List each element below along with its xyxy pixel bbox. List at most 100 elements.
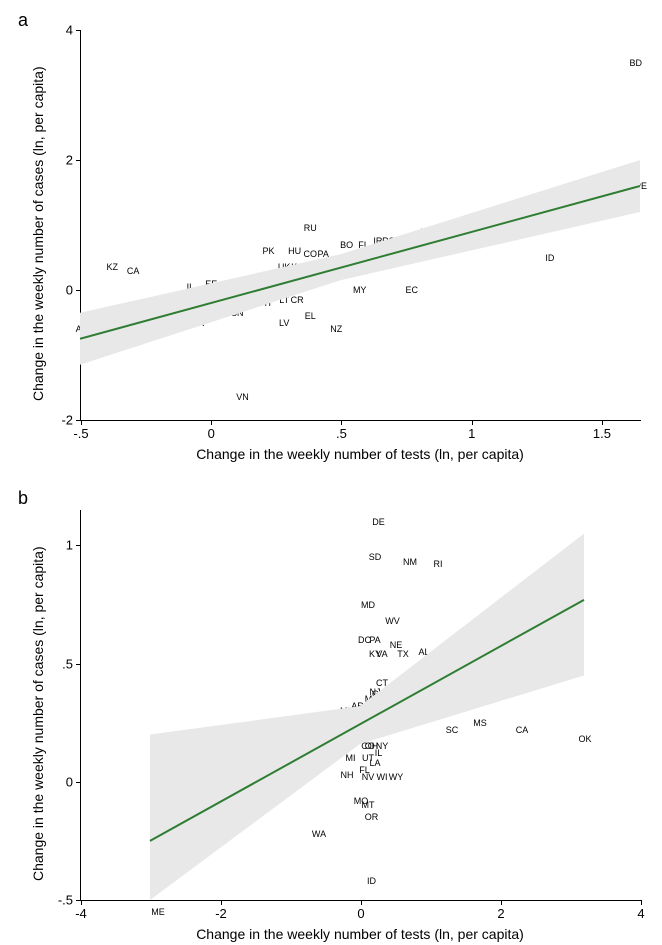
data-point: CO bbox=[303, 249, 317, 259]
data-point: PE bbox=[635, 181, 647, 191]
data-point: DC bbox=[358, 635, 371, 645]
xtick-label: 0 bbox=[208, 420, 215, 441]
data-point: WA bbox=[312, 829, 326, 839]
data-point: RS bbox=[382, 236, 395, 246]
data-point: NZ bbox=[330, 324, 342, 334]
panel-a-plot: -2024-.50.511.5BDPEIDINMXJPCUECRSIRTRFID… bbox=[80, 30, 641, 421]
data-point: RU bbox=[304, 223, 317, 233]
xtick-label: -.5 bbox=[73, 420, 88, 441]
data-point: CH bbox=[153, 308, 166, 318]
data-point: KS bbox=[351, 730, 363, 740]
data-point: AU bbox=[101, 337, 114, 347]
ytick-label: 0 bbox=[66, 774, 81, 789]
data-point: SN bbox=[231, 308, 244, 318]
data-point: ZA bbox=[218, 292, 230, 302]
data-point: DK bbox=[351, 259, 364, 269]
data-point: ID bbox=[545, 253, 554, 263]
data-point: NO bbox=[173, 308, 187, 318]
data-point: UK bbox=[278, 262, 291, 272]
data-point: CA bbox=[516, 725, 529, 735]
data-point: MS bbox=[473, 718, 487, 728]
data-point: NH bbox=[341, 770, 354, 780]
panel-a-label: a bbox=[18, 10, 28, 31]
data-point: LA bbox=[369, 758, 380, 768]
data-point: CR bbox=[291, 295, 304, 305]
data-point: FI bbox=[358, 240, 366, 250]
data-point: OR bbox=[365, 812, 379, 822]
data-point: PK bbox=[263, 246, 275, 256]
data-point: EC bbox=[406, 285, 419, 295]
data-point: RI bbox=[434, 559, 443, 569]
data-point: MT bbox=[362, 800, 375, 810]
panel-b-label: b bbox=[18, 488, 28, 509]
data-point: BE bbox=[244, 285, 256, 295]
data-point: MY bbox=[353, 285, 367, 295]
xtick-label: 0 bbox=[357, 900, 364, 921]
ytick-label: .5 bbox=[62, 656, 81, 671]
panel-a-xlabel: Change in the weekly number of tests (ln… bbox=[80, 446, 640, 462]
data-point: SC bbox=[446, 725, 459, 735]
xtick-label: -2 bbox=[215, 900, 227, 921]
data-point: CA bbox=[127, 266, 140, 276]
data-point: ME bbox=[151, 907, 165, 917]
data-point: KZ bbox=[106, 262, 118, 272]
data-point: VA bbox=[376, 649, 387, 659]
data-point: BD bbox=[630, 58, 643, 68]
data-point: IN bbox=[420, 227, 429, 237]
data-point: AT bbox=[76, 324, 87, 334]
data-point: SD bbox=[369, 552, 382, 562]
data-point: MX bbox=[426, 240, 440, 250]
data-point: TX bbox=[397, 649, 409, 659]
data-point: WY bbox=[389, 772, 404, 782]
data-point: KS bbox=[291, 262, 303, 272]
data-point: VN bbox=[236, 392, 249, 402]
data-point: SI bbox=[202, 305, 211, 315]
data-point: IR bbox=[373, 236, 382, 246]
data-point: LT bbox=[279, 295, 289, 305]
data-point: DE bbox=[372, 517, 385, 527]
xtick-label: -4 bbox=[75, 900, 87, 921]
panel-b-plot: -.50.51-4-2024DESDNMRIMDWVPANEDCALKYVATX… bbox=[80, 510, 641, 901]
xtick-label: 1 bbox=[468, 420, 475, 441]
data-point: PA bbox=[318, 249, 329, 259]
data-point: ID bbox=[367, 876, 376, 886]
xtick-label: 4 bbox=[637, 900, 644, 921]
data-point: NM bbox=[403, 557, 417, 567]
data-point: IL bbox=[187, 282, 195, 292]
data-point: PA bbox=[369, 635, 380, 645]
panel-a-ylabel: Change in the weekly number of cases (ln… bbox=[30, 66, 46, 401]
data-point: WV bbox=[385, 616, 400, 626]
data-point: RO bbox=[327, 262, 341, 272]
data-point: MI bbox=[346, 753, 356, 763]
data-point: WI bbox=[377, 772, 388, 782]
data-point: AK bbox=[292, 770, 304, 780]
ytick-label: 4 bbox=[66, 23, 81, 38]
xtick-label: .5 bbox=[336, 420, 347, 441]
data-point: BO bbox=[340, 240, 353, 250]
ytick-label: 1 bbox=[66, 538, 81, 553]
data-point: TH bbox=[236, 298, 248, 308]
panel-b-ylabel: Change in the weekly number of cases (ln… bbox=[30, 546, 46, 881]
data-point: KR bbox=[192, 318, 205, 328]
data-point: CU bbox=[400, 249, 413, 259]
data-point: NV bbox=[362, 772, 375, 782]
figure-container: a -2024-.50.511.5BDPEIDINMXJPCUECRSIRTRF… bbox=[0, 0, 662, 945]
data-point: MN bbox=[340, 706, 354, 716]
data-point: EE bbox=[205, 279, 217, 289]
ytick-label: 2 bbox=[66, 153, 81, 168]
ytick-label: 0 bbox=[66, 283, 81, 298]
panel-b-xlabel: Change in the weekly number of tests (ln… bbox=[80, 926, 640, 942]
data-point: IT bbox=[265, 298, 273, 308]
data-point: EL bbox=[305, 311, 316, 321]
data-point: HU bbox=[288, 246, 301, 256]
xtick-label: 2 bbox=[497, 900, 504, 921]
data-point: AL bbox=[418, 647, 429, 657]
xtick-label: 1.5 bbox=[593, 420, 611, 441]
data-point: JP bbox=[420, 249, 431, 259]
data-point: HR bbox=[249, 298, 262, 308]
data-point: LV bbox=[279, 318, 289, 328]
data-point: AZ bbox=[324, 734, 336, 744]
data-point: OK bbox=[578, 734, 591, 744]
data-point: MD bbox=[361, 600, 375, 610]
data-point: IA bbox=[374, 694, 383, 704]
